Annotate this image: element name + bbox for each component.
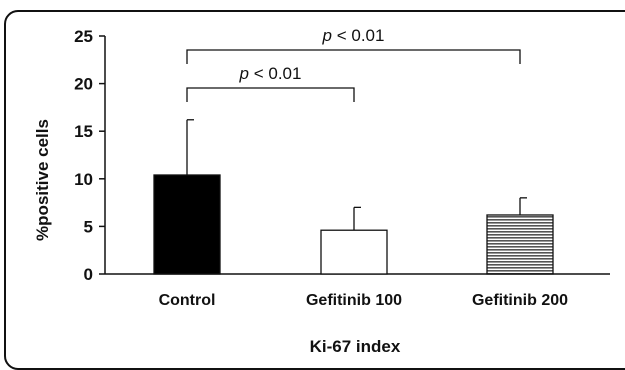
x-tick-label: Gefitinib 200 [472,292,568,309]
x-tick-label: Control [159,292,216,309]
y-tick-label: 0 [84,265,93,284]
bars: Control Gefitinib 100 Gefitinib 200 [153,119,568,309]
x-axis-label: Ki-67 index [310,337,401,355]
y-tick-label: 5 [84,217,93,236]
y-axis-label: %positive cells [33,119,52,241]
y-tick-label: 10 [74,170,93,189]
y-tick-label: 15 [74,122,93,141]
significance-annotations: p < 0.01 p < 0.01 [186,26,521,102]
bar [486,214,554,275]
x-tick-label: Gefitinib 100 [306,292,402,309]
bar-chart: 0 5 10 15 20 25 Control Gefitinib 100 Gefitinib… [33,26,610,355]
significance-bracket [186,49,521,64]
bar [320,229,388,275]
y-tick-label: 25 [74,27,93,46]
significance-label: p < 0.01 [322,26,385,45]
y-tick-label: 20 [74,75,93,94]
significance-bracket [186,87,355,102]
significance-label: p < 0.01 [239,64,302,83]
bar [153,174,221,275]
